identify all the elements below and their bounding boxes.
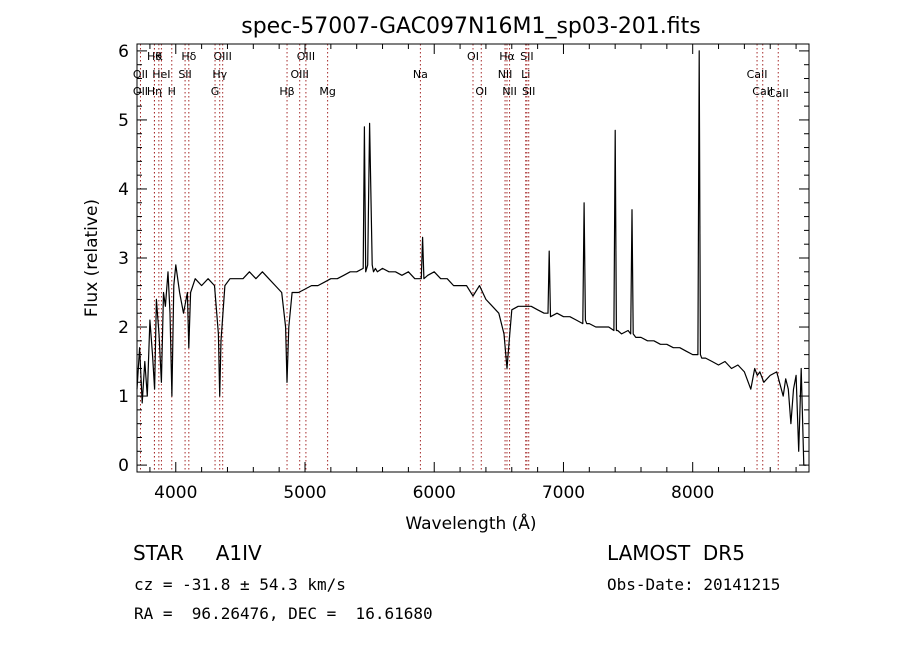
- x-tick-label: 4000: [154, 483, 197, 503]
- line-marker-label: H: [168, 85, 176, 98]
- line-marker-label: SII: [178, 68, 191, 81]
- line-marker-label: OI: [475, 85, 487, 98]
- x-tick-label: 8000: [671, 483, 714, 503]
- line-marker-label: OIII: [291, 68, 309, 81]
- y-tick-label: 2: [118, 318, 129, 338]
- line-marker-label: OIII: [213, 50, 231, 63]
- line-marker-label: Hβ: [279, 85, 294, 98]
- line-marker-label: Hγ: [212, 68, 227, 81]
- x-tick-label: 6000: [413, 483, 456, 503]
- line-marker-label: K: [155, 50, 163, 63]
- line-marker-label: Li: [521, 68, 530, 81]
- y-tick-label: 6: [118, 42, 129, 62]
- line-marker-label: Hα: [499, 50, 515, 63]
- line-marker-label: OII: [133, 68, 148, 81]
- obs-date: Obs-Date: 20141215: [607, 575, 781, 594]
- line-marker-label: Mg: [319, 85, 335, 98]
- coordinates: RA = 96.26476, DEC = 16.61680: [134, 604, 433, 623]
- chart-title: spec-57007-GAC097N16M1_sp03-201.fits: [241, 14, 701, 39]
- x-axis-label: Wavelength (Å): [405, 512, 536, 534]
- spectrum-line: [136, 50, 807, 466]
- y-tick-label: 0: [118, 456, 129, 476]
- survey-name: LAMOST DR5: [607, 541, 745, 565]
- y-tick-label: 1: [118, 387, 129, 407]
- line-marker-label: HeI: [152, 68, 170, 81]
- line-marker-label: OIII: [297, 50, 315, 63]
- line-marker-label: CaII: [747, 68, 768, 81]
- line-marker-label: NII: [498, 68, 513, 81]
- spectrum-layer: [136, 50, 807, 466]
- axes: 4000 5000 6000 7000 8000 0 1 2 3 4 5 6: [118, 42, 809, 503]
- x-tick-label: 7000: [542, 483, 585, 503]
- line-marker-label: Hδ: [181, 50, 196, 63]
- y-tick-label: 4: [118, 180, 129, 200]
- line-marker-label: Hη: [147, 85, 162, 98]
- line-marker-label: OI: [467, 50, 479, 63]
- object-type: STAR A1IV: [133, 541, 262, 565]
- line-marker-label: CaII: [768, 87, 789, 100]
- y-tick-label: 3: [118, 249, 129, 269]
- line-marker-label: G: [211, 85, 220, 98]
- x-tick-label: 5000: [283, 483, 326, 503]
- y-axis-label: Flux (relative): [82, 199, 102, 317]
- line-marker-label: Na: [413, 68, 428, 81]
- line-marker-label: OII: [133, 85, 148, 98]
- line-marker-label: SII: [522, 85, 535, 98]
- y-tick-label: 5: [118, 111, 129, 131]
- line-marker-label: NII: [502, 85, 517, 98]
- redshift-info: cz = -31.8 ± 54.3 km/s: [134, 575, 346, 594]
- line-marker-label: SII: [520, 50, 533, 63]
- line-marker-label: CaII: [752, 85, 773, 98]
